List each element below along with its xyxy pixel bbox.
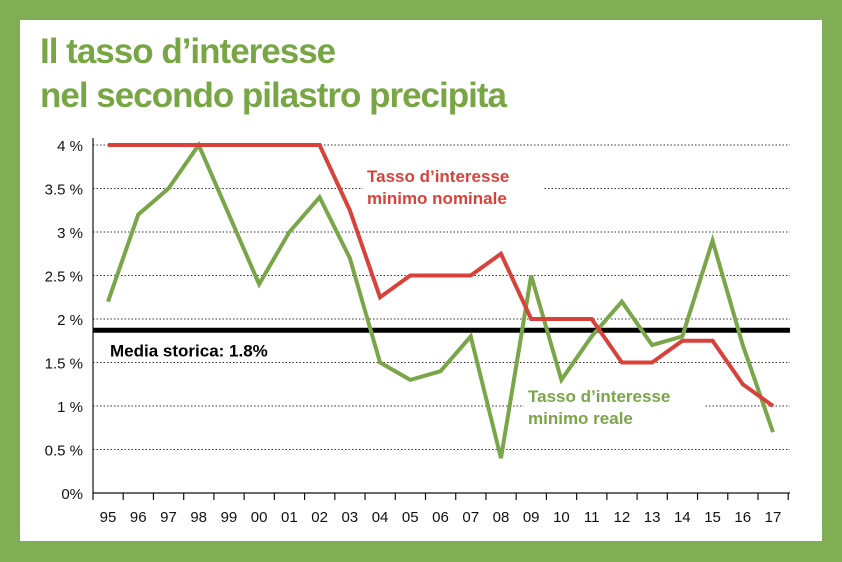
x-tick-label: 10: [553, 509, 570, 526]
real-series-label-line2: minimo reale: [528, 409, 633, 428]
x-tick-label: 00: [251, 509, 268, 526]
nominal-series-label-line2: minimo nominale: [367, 189, 507, 208]
nominal-series-label-bg: [363, 164, 543, 210]
x-tick-label: 12: [614, 509, 631, 526]
y-tick-label: 4 %: [57, 138, 83, 155]
chart-title: Il tasso d’interesse nel secondo pilastr…: [40, 30, 507, 118]
x-tick-label: 13: [644, 509, 661, 526]
y-tick-label: 1.5 %: [45, 356, 83, 373]
x-tick-label: 17: [765, 509, 782, 526]
x-tick-label: 05: [402, 509, 419, 526]
title-line-2: nel secondo pilastro precipita: [40, 76, 507, 115]
title-line-1: Il tasso d’interesse: [40, 32, 336, 71]
real-series-label-bg: [524, 384, 704, 430]
y-tick-label: 2.5 %: [45, 269, 83, 286]
y-tick-label: 1 %: [57, 399, 83, 416]
x-tick-label: 08: [493, 509, 510, 526]
y-tick-label: 3 %: [57, 225, 83, 242]
x-tick-label: 04: [372, 509, 389, 526]
y-tick-label: 0.5 %: [45, 443, 83, 460]
x-tick-label: 06: [432, 509, 449, 526]
y-tick-label: 2 %: [57, 312, 83, 329]
real-series-label-line1: Tasso d’interesse: [528, 387, 670, 406]
x-tick-label: 95: [100, 509, 117, 526]
x-tick-label: 02: [311, 509, 328, 526]
x-tick-label: 98: [190, 509, 207, 526]
x-tick-label: 03: [341, 509, 358, 526]
chart-panel: [20, 20, 822, 541]
x-tick-label: 99: [221, 509, 238, 526]
x-tick-label: 96: [130, 509, 147, 526]
x-tick-label: 11: [584, 509, 600, 526]
nominal-series-label-line1: Tasso d’interesse: [367, 167, 509, 186]
x-tick-label: 14: [674, 509, 691, 526]
x-tick-label: 16: [734, 509, 751, 526]
average-label: Media storica: 1.8%: [110, 341, 268, 360]
x-tick-label: 01: [281, 509, 298, 526]
x-tick-label: 07: [462, 509, 479, 526]
x-tick-label: 15: [704, 509, 721, 526]
y-tick-label: 0%: [61, 486, 83, 503]
x-tick-label: 09: [523, 509, 540, 526]
y-tick-label: 3.5 %: [45, 182, 83, 199]
x-tick-label: 97: [160, 509, 177, 526]
